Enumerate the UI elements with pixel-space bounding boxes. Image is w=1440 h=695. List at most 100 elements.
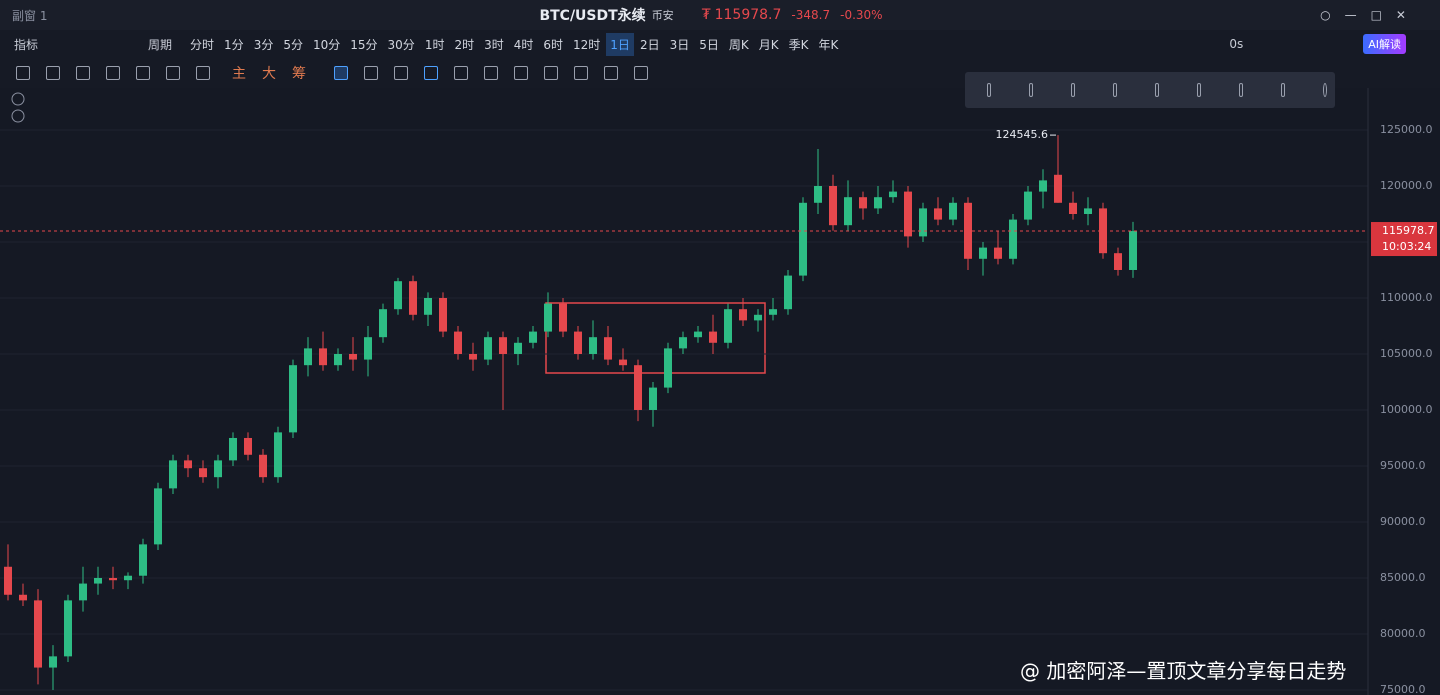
- candle-body: [529, 331, 537, 343]
- indicator-button[interactable]: 指标: [14, 37, 39, 52]
- last-price-label: 115978.7: [1382, 224, 1435, 237]
- candle-body: [859, 197, 867, 209]
- timeframe[interactable]: 10分: [312, 37, 341, 52]
- candle-body: [454, 331, 462, 354]
- y-tick-label: 95000.0: [1380, 459, 1426, 472]
- candle-body: [574, 331, 582, 354]
- candle-body: [304, 348, 312, 366]
- timeframe[interactable]: 6时: [543, 37, 564, 52]
- candle-body: [349, 353, 357, 360]
- timeframe[interactable]: 分时: [190, 37, 215, 52]
- candle-body: [1084, 208, 1092, 214]
- window-controls[interactable]: ○—□✕: [1320, 8, 1420, 22]
- timeframe[interactable]: 30分: [387, 37, 415, 52]
- candle-body: [769, 309, 777, 315]
- candle-body: [844, 197, 852, 226]
- timeframe[interactable]: 12时: [573, 37, 601, 52]
- candle-body: [919, 208, 927, 237]
- drawing-panel: [965, 72, 1335, 108]
- candle-body: [634, 365, 642, 410]
- timeframe[interactable]: 月K: [758, 37, 779, 52]
- overlay-label[interactable]: 主: [232, 66, 246, 82]
- y-tick-label: 120000.0: [1380, 179, 1433, 192]
- overlay-label[interactable]: 大: [262, 66, 276, 82]
- candle-body: [904, 191, 912, 237]
- candle-body: [649, 387, 657, 410]
- candle-body: [124, 575, 132, 581]
- timeframe[interactable]: 2时: [454, 37, 475, 52]
- price: 115978.7: [714, 7, 782, 23]
- candle-body: [184, 460, 192, 469]
- candle-body: [214, 460, 222, 478]
- candle-body: [979, 247, 987, 259]
- candle-body: [724, 309, 732, 343]
- candle-body: [559, 303, 567, 332]
- candle-body: [424, 297, 432, 315]
- candle-body: [229, 437, 237, 461]
- timeframe[interactable]: 年K: [818, 37, 839, 52]
- candle-body: [394, 281, 402, 310]
- annotation-box: [545, 302, 766, 374]
- y-tick-label: 90000.0: [1380, 515, 1426, 528]
- timeframe[interactable]: 15分: [350, 37, 378, 52]
- candle-body: [874, 197, 882, 209]
- change: -348.7: [791, 8, 831, 22]
- y-tick-label: 110000.0: [1380, 291, 1433, 304]
- overlay-labels: 主大筹: [232, 63, 306, 83]
- y-tick-label: 105000.0: [1380, 347, 1433, 360]
- candle-body: [259, 454, 267, 478]
- collapse-icon[interactable]: [11, 109, 25, 123]
- toolbar: 指标 周期 分时 1分 3分 5分 10分 15分 30分 1时 2时 3时 4时 6时 12时 1日 2日…: [0, 30, 1440, 58]
- tool-icons-2: [326, 66, 656, 80]
- candle-body: [739, 309, 747, 321]
- tool-icons: [8, 66, 218, 80]
- candle-body: [814, 185, 822, 203]
- candle-body: [604, 337, 612, 360]
- timeframe[interactable]: 1日: [606, 32, 634, 56]
- candle-body: [154, 488, 162, 545]
- timeframe[interactable]: 3日: [669, 37, 690, 52]
- collapse-icon[interactable]: [11, 92, 25, 106]
- timeframe[interactable]: 3分: [253, 37, 274, 52]
- timeframes: 分时 1分 3分 5分 10分 15分 30分 1时 2时 3时 4时 6时 12时 1日 2日 3日 5日 周K…: [186, 32, 844, 56]
- period-button[interactable]: 周期: [148, 37, 173, 52]
- candle-body: [109, 577, 117, 581]
- candle-body: [754, 314, 762, 321]
- timeframe[interactable]: 1分: [224, 37, 244, 52]
- candle-body: [484, 337, 492, 360]
- candle-body: [319, 348, 327, 366]
- candle-body: [4, 566, 12, 595]
- candle-body: [589, 337, 597, 354]
- candle-body: [1069, 202, 1077, 214]
- candle-body: [94, 577, 102, 584]
- timeframe[interactable]: 4时: [513, 37, 534, 52]
- overlay-label[interactable]: 筹: [292, 66, 306, 82]
- timeframe[interactable]: 2日: [639, 37, 660, 52]
- candle-body: [889, 191, 897, 198]
- candle-body: [169, 460, 177, 489]
- max-label: 124545.6: [996, 128, 1049, 141]
- ai-button[interactable]: AI解读: [1363, 34, 1406, 54]
- candle-body: [679, 337, 687, 349]
- timeframe[interactable]: 5分: [283, 37, 303, 52]
- candle-body: [994, 247, 1002, 259]
- timeframe[interactable]: 季K: [788, 37, 809, 52]
- candle-body: [709, 331, 717, 343]
- symbol[interactable]: BTC/USDT永续: [539, 8, 646, 24]
- timeframe[interactable]: 5日: [699, 37, 719, 52]
- watermark: @ 加密阿泽—置顶文章分享每日走势: [1020, 659, 1347, 683]
- timer: 0s: [1229, 37, 1244, 51]
- candle-body: [79, 583, 87, 601]
- timeframe[interactable]: 3时: [484, 37, 504, 52]
- candle-body: [1054, 174, 1062, 203]
- candle-body: [244, 437, 252, 455]
- last-price-box: [1371, 222, 1437, 257]
- candle-body: [784, 275, 792, 310]
- candle-body: [1009, 219, 1017, 259]
- candle-body: [1129, 231, 1137, 270]
- candle-body: [439, 297, 447, 332]
- currency: ₮: [701, 7, 711, 23]
- timeframe[interactable]: 1时: [424, 37, 445, 52]
- timeframe[interactable]: 周K: [728, 37, 749, 52]
